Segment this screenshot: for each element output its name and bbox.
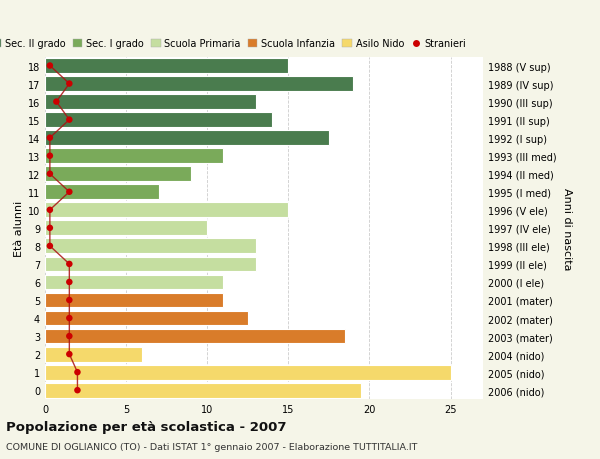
Bar <box>45 95 256 110</box>
Point <box>65 81 74 88</box>
Text: Popolazione per età scolastica - 2007: Popolazione per età scolastica - 2007 <box>6 420 287 433</box>
Bar <box>45 329 345 344</box>
Bar <box>45 275 223 290</box>
Y-axis label: Anni di nascita: Anni di nascita <box>562 187 572 269</box>
Point <box>45 63 55 70</box>
Point <box>45 207 55 214</box>
Bar <box>45 221 207 236</box>
Bar <box>45 59 289 74</box>
Y-axis label: Età alunni: Età alunni <box>14 200 23 257</box>
Point <box>45 243 55 250</box>
Point <box>73 386 82 394</box>
Point <box>45 153 55 160</box>
Bar <box>45 77 353 92</box>
Bar <box>45 293 223 308</box>
Point <box>65 189 74 196</box>
Bar <box>45 131 329 146</box>
Point <box>45 134 55 142</box>
Bar <box>45 185 158 200</box>
Bar <box>45 239 256 254</box>
Legend: Sec. II grado, Sec. I grado, Scuola Primaria, Scuola Infanzia, Asilo Nido, Stran: Sec. II grado, Sec. I grado, Scuola Prim… <box>0 39 466 49</box>
Point <box>65 333 74 340</box>
Point <box>73 369 82 376</box>
Bar <box>45 167 191 182</box>
Bar <box>45 149 223 164</box>
Point <box>65 117 74 124</box>
Bar <box>45 311 248 326</box>
Point <box>65 297 74 304</box>
Point <box>65 315 74 322</box>
Bar <box>45 365 451 380</box>
Bar <box>45 113 272 128</box>
Bar <box>45 257 256 272</box>
Bar <box>45 347 142 362</box>
Text: COMUNE DI OGLIANICO (TO) - Dati ISTAT 1° gennaio 2007 - Elaborazione TUTTITALIA.: COMUNE DI OGLIANICO (TO) - Dati ISTAT 1°… <box>6 442 418 451</box>
Point <box>52 99 61 106</box>
Bar <box>45 203 289 218</box>
Bar <box>45 383 361 397</box>
Point <box>45 224 55 232</box>
Point <box>65 261 74 268</box>
Point <box>65 279 74 286</box>
Point <box>65 351 74 358</box>
Point <box>45 171 55 178</box>
